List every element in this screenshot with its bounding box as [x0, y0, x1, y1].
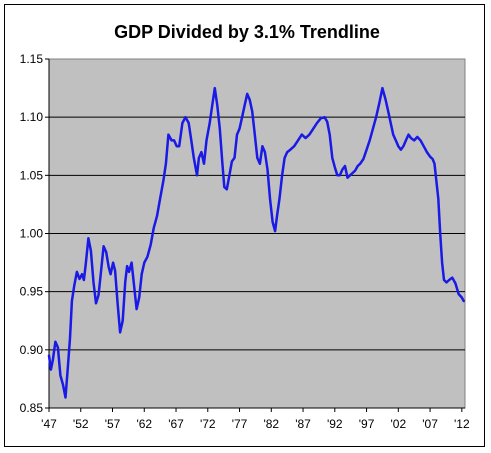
x-tick-label: '77 — [232, 417, 248, 431]
series-line — [47, 86, 465, 399]
axes — [45, 58, 465, 412]
gridlines — [49, 116, 465, 351]
x-tick-label: '92 — [327, 417, 343, 431]
x-tick-label: '62 — [136, 417, 152, 431]
y-tick-label: 1.00 — [20, 227, 44, 241]
y-tick-label: 1.10 — [20, 110, 44, 124]
x-tick-label: '57 — [105, 417, 121, 431]
x-tick-label: '72 — [200, 417, 216, 431]
x-tick-label: '02 — [390, 417, 406, 431]
x-tick-label: '67 — [168, 417, 184, 431]
series-layer — [47, 86, 465, 399]
y-tick-label: 0.90 — [20, 343, 44, 357]
x-tick-label: '82 — [263, 417, 279, 431]
chart: GDP Divided by 3.1% Trendline 0.850.900.… — [20, 22, 470, 431]
tick-labels: 0.85 0.90 0.95 1.00 1.05 1.10 1.15 '47 '52 '57 '62… — [20, 52, 470, 431]
y-tick-label: 1.15 — [20, 52, 44, 66]
chart-title: GDP Divided by 3.1% Trendline — [114, 22, 380, 42]
y-tick-label: 1.05 — [20, 168, 44, 182]
x-tick-label: '12 — [454, 417, 470, 431]
y-tick-label: 0.85 — [20, 401, 44, 415]
x-tick-label: '97 — [359, 417, 375, 431]
chart-frame: GDP Divided by 3.1% Trendline 0.85 0.90 0.… — [4, 4, 485, 447]
x-tick-label: '87 — [295, 417, 311, 431]
x-tick-label: '47 — [41, 417, 57, 431]
x-tick-label: '52 — [73, 417, 89, 431]
x-tick-label: '07 — [422, 417, 438, 431]
y-tick-label: 0.95 — [20, 285, 44, 299]
